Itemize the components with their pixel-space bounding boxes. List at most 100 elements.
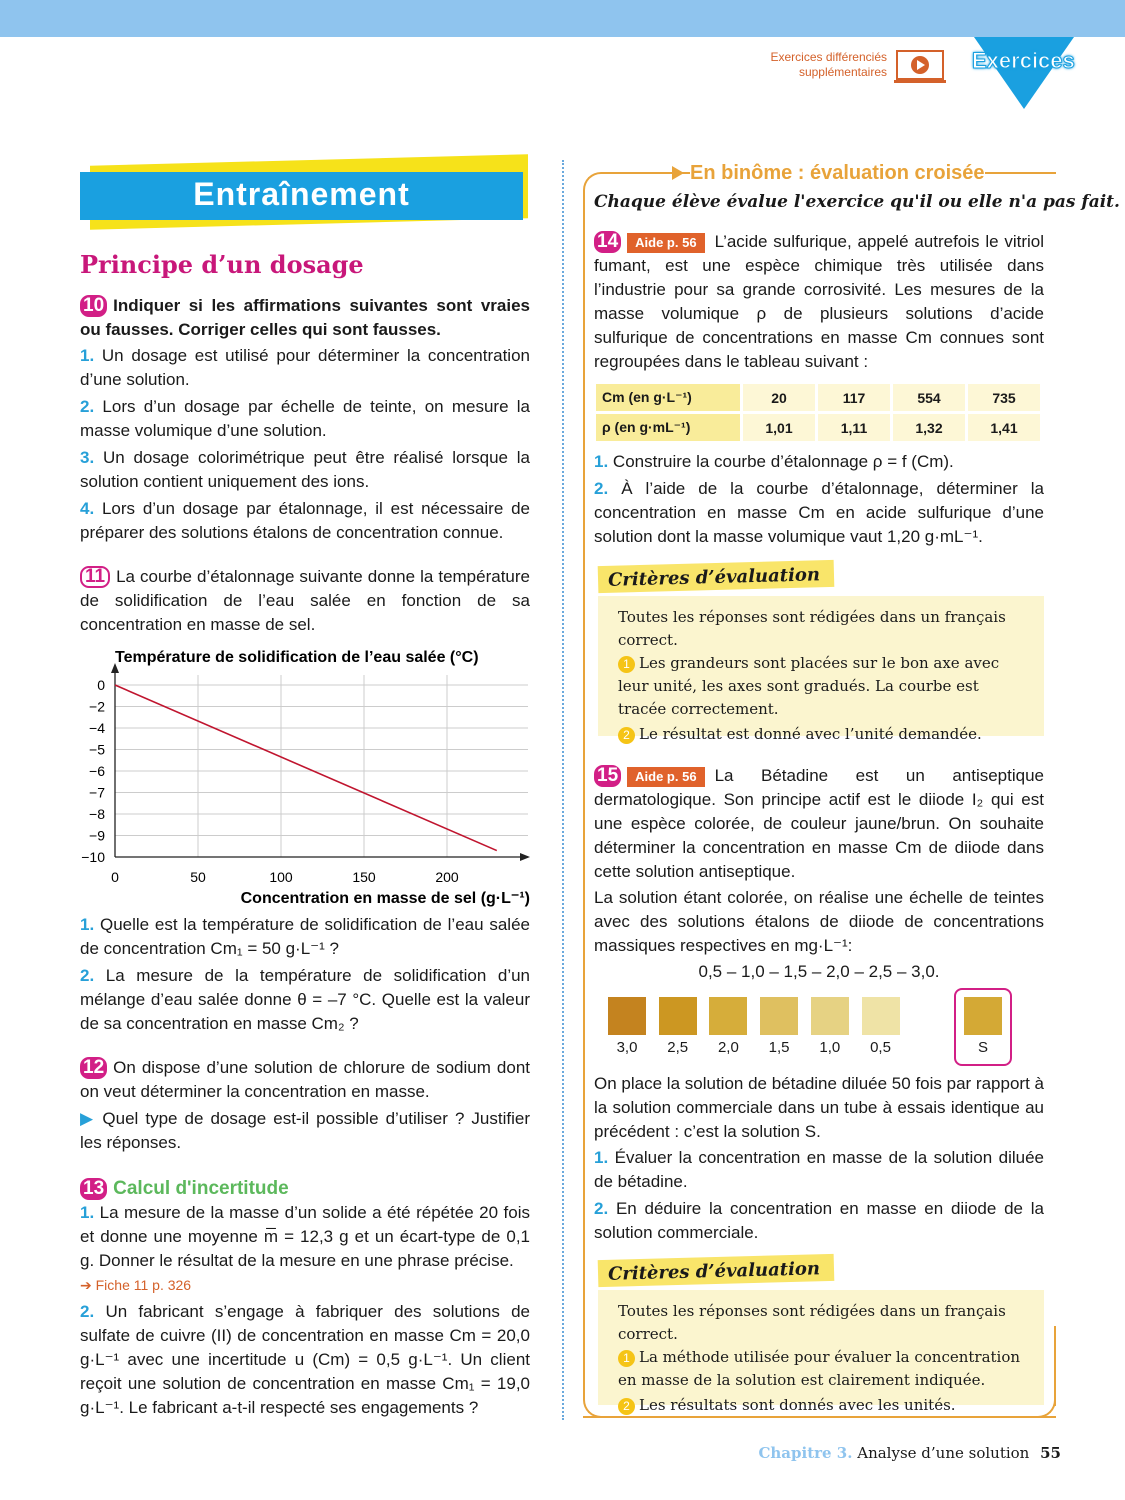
swatch-color <box>810 997 849 1035</box>
criteria-number: 2 <box>618 727 635 744</box>
cell: 20 <box>743 384 815 411</box>
exercise-title: Calcul d'incertitude <box>113 1178 289 1199</box>
question: La mesure de la masse d’un solide a été … <box>80 1203 530 1270</box>
question: Lors d’un dosage par étalonnage, il est … <box>80 499 530 542</box>
question: À l’aide de la courbe d’étalonnage, déte… <box>594 479 1044 546</box>
row-header: Cm (en g·L⁻¹) <box>596 384 740 411</box>
calibration-chart: Température de solidification de l’eau s… <box>81 649 530 907</box>
y-tick-label: −10 <box>81 849 105 865</box>
criteria-item: Les résultats sont donnés avec les unité… <box>639 1396 956 1414</box>
page-title: Entraînement <box>193 176 410 212</box>
color-swatch: 2,5 <box>653 997 703 1056</box>
swatch-color <box>709 997 748 1035</box>
calibration-line <box>114 684 498 852</box>
exercise-number: 10 <box>80 295 108 317</box>
y-tick-label: −4 <box>89 720 105 736</box>
exercise-number: 11 <box>80 566 111 588</box>
q-number: 1. <box>80 1203 95 1222</box>
criteria-lead: Toutes les réponses sont rédigées dans u… <box>618 1302 1006 1343</box>
binome-title: En binôme : évaluation croisée <box>690 162 985 185</box>
criteria-item: Les grandeurs sont placées sur le bon ax… <box>618 654 1000 718</box>
color-swatch: 2,0 <box>703 997 753 1056</box>
exercise-intro: On dispose d’une solution de chlorure de… <box>80 1058 530 1101</box>
y-tick-label: −2 <box>89 699 105 715</box>
extra-line1: Exercices différenciés <box>770 50 888 64</box>
help-link[interactable]: Aide p. 56 <box>627 767 705 787</box>
q-number: 1. <box>594 1148 609 1167</box>
exercise-15-questions: On place la solution de bétadine diluée … <box>594 1072 1044 1245</box>
extra-exercises-link[interactable]: Exercices différenciés supplémentaires <box>771 50 888 80</box>
cell: 1,01 <box>743 414 815 441</box>
cell: 554 <box>893 384 965 411</box>
swatch-color <box>861 997 900 1035</box>
swatch-color <box>760 997 799 1035</box>
x-tick-label: 100 <box>269 869 293 885</box>
data-table: Cm (en g·L⁻¹) 20 117 554 735 ρ (en g·mL⁻¹) 1,… <box>593 381 1043 444</box>
question: Un dosage est utilisé pour déterminer la… <box>80 346 530 389</box>
x-tick-label: 150 <box>352 869 376 885</box>
help-link[interactable]: Aide p. 56 <box>627 233 705 253</box>
question: Lors d’un dosage par échelle de teinte, … <box>80 397 530 440</box>
section-badge: Exercices <box>972 48 1076 74</box>
exercise-number: 14 <box>594 231 622 253</box>
y-tick-label: −5 <box>89 742 105 758</box>
swatch-color <box>608 997 646 1035</box>
y-tick-label: −7 <box>89 785 105 801</box>
row-header: ρ (en g·mL⁻¹) <box>596 414 740 441</box>
criteria-lead: Toutes les réponses sont rédigées dans u… <box>618 608 1006 649</box>
sample-swatch: S <box>958 997 1008 1056</box>
exercise-11-questions: 1. Quelle est la température de solidifi… <box>80 913 530 1036</box>
question: Quelle est la température de solidificat… <box>80 915 530 958</box>
extra-line2: supplémentaires <box>798 65 887 79</box>
laptop-play-icon[interactable] <box>893 50 947 84</box>
y-axis-arrow <box>111 663 119 673</box>
exercise-14-questions: 1. Construire la courbe d’étalonnage ρ =… <box>594 450 1044 549</box>
x-tick-label: 0 <box>111 869 119 885</box>
criteria-box: Toutes les réponses sont rédigées dans u… <box>598 1290 1044 1415</box>
q-number: 1. <box>594 452 609 471</box>
question: Évaluer la concentration en masse de la … <box>594 1148 1044 1191</box>
footer-title: Analyse d’une solution <box>857 1444 1030 1462</box>
table-row: Cm (en g·L⁻¹) 20 117 554 735 <box>596 384 1040 411</box>
x-axis-label: Concentration en masse de sel (g·L⁻¹) <box>241 890 530 907</box>
swatch-label: 1,5 <box>768 1039 790 1056</box>
arrow-right-icon <box>672 166 684 180</box>
top-bar <box>0 0 1125 37</box>
color-scale: 3,0 2,5 2,0 1,5 1,0 0,5 S <box>602 997 1022 1067</box>
triangle-bullet-icon: ▶ <box>80 1109 96 1128</box>
question: Construire la courbe d’étalonnage ρ = f … <box>612 452 954 471</box>
table-row: ρ (en g·mL⁻¹) 1,01 1,11 1,32 1,41 <box>596 414 1040 441</box>
column-divider <box>562 160 564 1420</box>
exercise-prompt: Indiquer si les affirmations suivantes s… <box>80 296 530 339</box>
color-swatch: 0,5 <box>856 997 906 1056</box>
swatch-color <box>964 997 1002 1035</box>
question: La mesure de la température de solidific… <box>80 966 531 1033</box>
swatch-label: 0,5 <box>870 1039 891 1056</box>
exercise-10: 10 Indiquer si les affirmations suivantes… <box>80 294 530 545</box>
cell: 735 <box>968 384 1040 411</box>
cell: 1,41 <box>968 414 1040 441</box>
cell: 1,32 <box>893 414 965 441</box>
exercise-number: 13 <box>80 1178 108 1200</box>
q-number: 2. <box>594 479 609 498</box>
swatch-color <box>658 997 697 1035</box>
criteria-item: La méthode utilisée pour évaluer la conc… <box>618 1348 1021 1389</box>
q-number: 2. <box>594 1199 609 1218</box>
q-number: 2. <box>80 1302 95 1321</box>
fiche-link[interactable]: ➔ Fiche 11 p. 326 <box>80 1273 530 1297</box>
question: Un fabricant s’engage à fabriquer des so… <box>80 1302 530 1417</box>
cell: 117 <box>818 384 890 411</box>
q-number: 3. <box>80 448 95 467</box>
q-number: 2. <box>80 966 95 985</box>
exercise-number: 12 <box>80 1057 108 1079</box>
y-tick-label: −8 <box>89 806 105 822</box>
fiche-label: Fiche 11 p. 326 <box>95 1277 192 1293</box>
exercise-13: 13 Calcul d'incertitude 1. La mesure de l… <box>80 1177 530 1420</box>
q-number: 1. <box>80 915 95 934</box>
chart-title: Température de solidification de l’eau s… <box>115 649 479 666</box>
title-bar <box>80 172 523 220</box>
arrow-line <box>640 172 685 174</box>
question: Un dosage colorimétrique peut être réali… <box>80 448 530 491</box>
question: En déduire la concentration en masse en … <box>594 1199 1044 1242</box>
binome-frame-right <box>1054 1326 1056 1406</box>
